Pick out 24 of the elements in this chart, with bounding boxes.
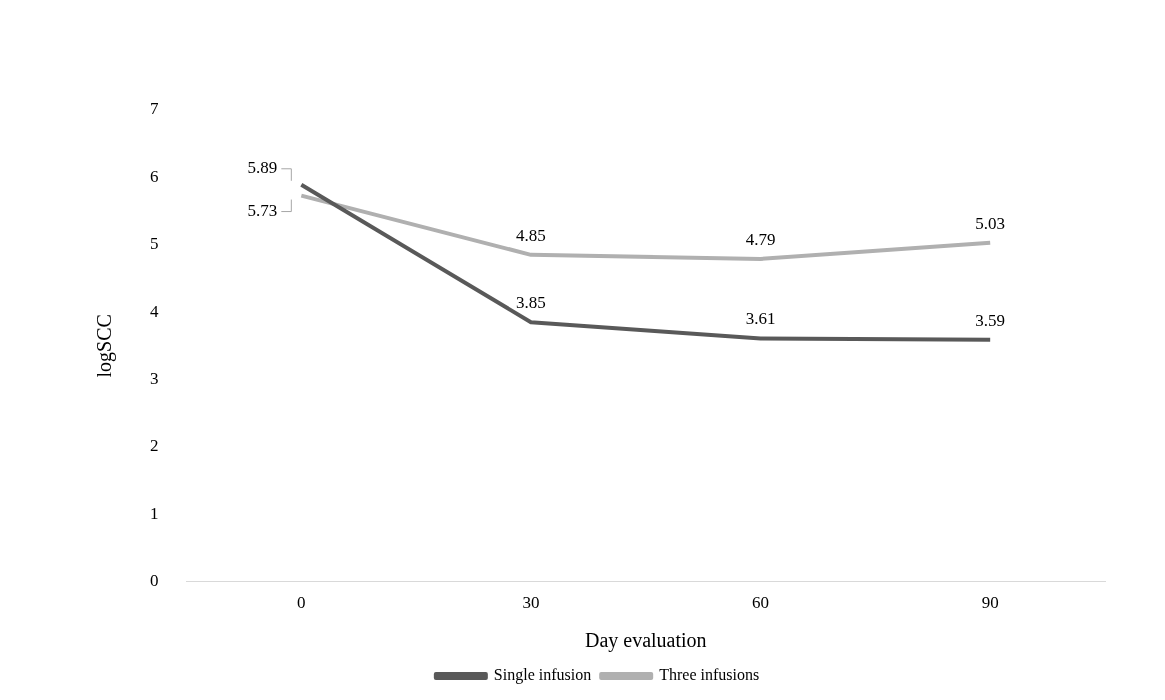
y-tick-label: 3 [150, 368, 159, 388]
data-label: 5.89 [247, 158, 278, 178]
x-tick-label: 0 [297, 593, 306, 613]
y-tick-label: 7 [150, 99, 159, 119]
x-tick-label: 60 [752, 593, 770, 613]
x-tick-label: 90 [981, 593, 999, 613]
y-tick-label: 6 [150, 166, 159, 186]
data-label: 4.85 [516, 225, 546, 245]
data-label: 3.85 [516, 293, 546, 313]
x-tick-label: 30 [522, 593, 540, 613]
y-axis-title: logSCC [93, 314, 117, 378]
x-axis-title: Day evaluation [584, 629, 707, 653]
data-label: 4.79 [745, 229, 776, 249]
y-tick-label: 1 [150, 503, 159, 523]
legend-label: Three infusions [659, 666, 760, 684]
y-tick-label: 5 [150, 234, 159, 254]
data-label: 5.73 [247, 201, 278, 221]
y-tick-label: 4 [150, 301, 159, 321]
data-label: 3.61 [745, 309, 776, 329]
data-label: 5.03 [975, 213, 1006, 233]
legend-label: Single infusion [493, 666, 592, 685]
data-label: 3.59 [975, 310, 1006, 330]
y-tick-label: 0 [150, 571, 159, 591]
y-tick-label: 2 [150, 436, 159, 456]
